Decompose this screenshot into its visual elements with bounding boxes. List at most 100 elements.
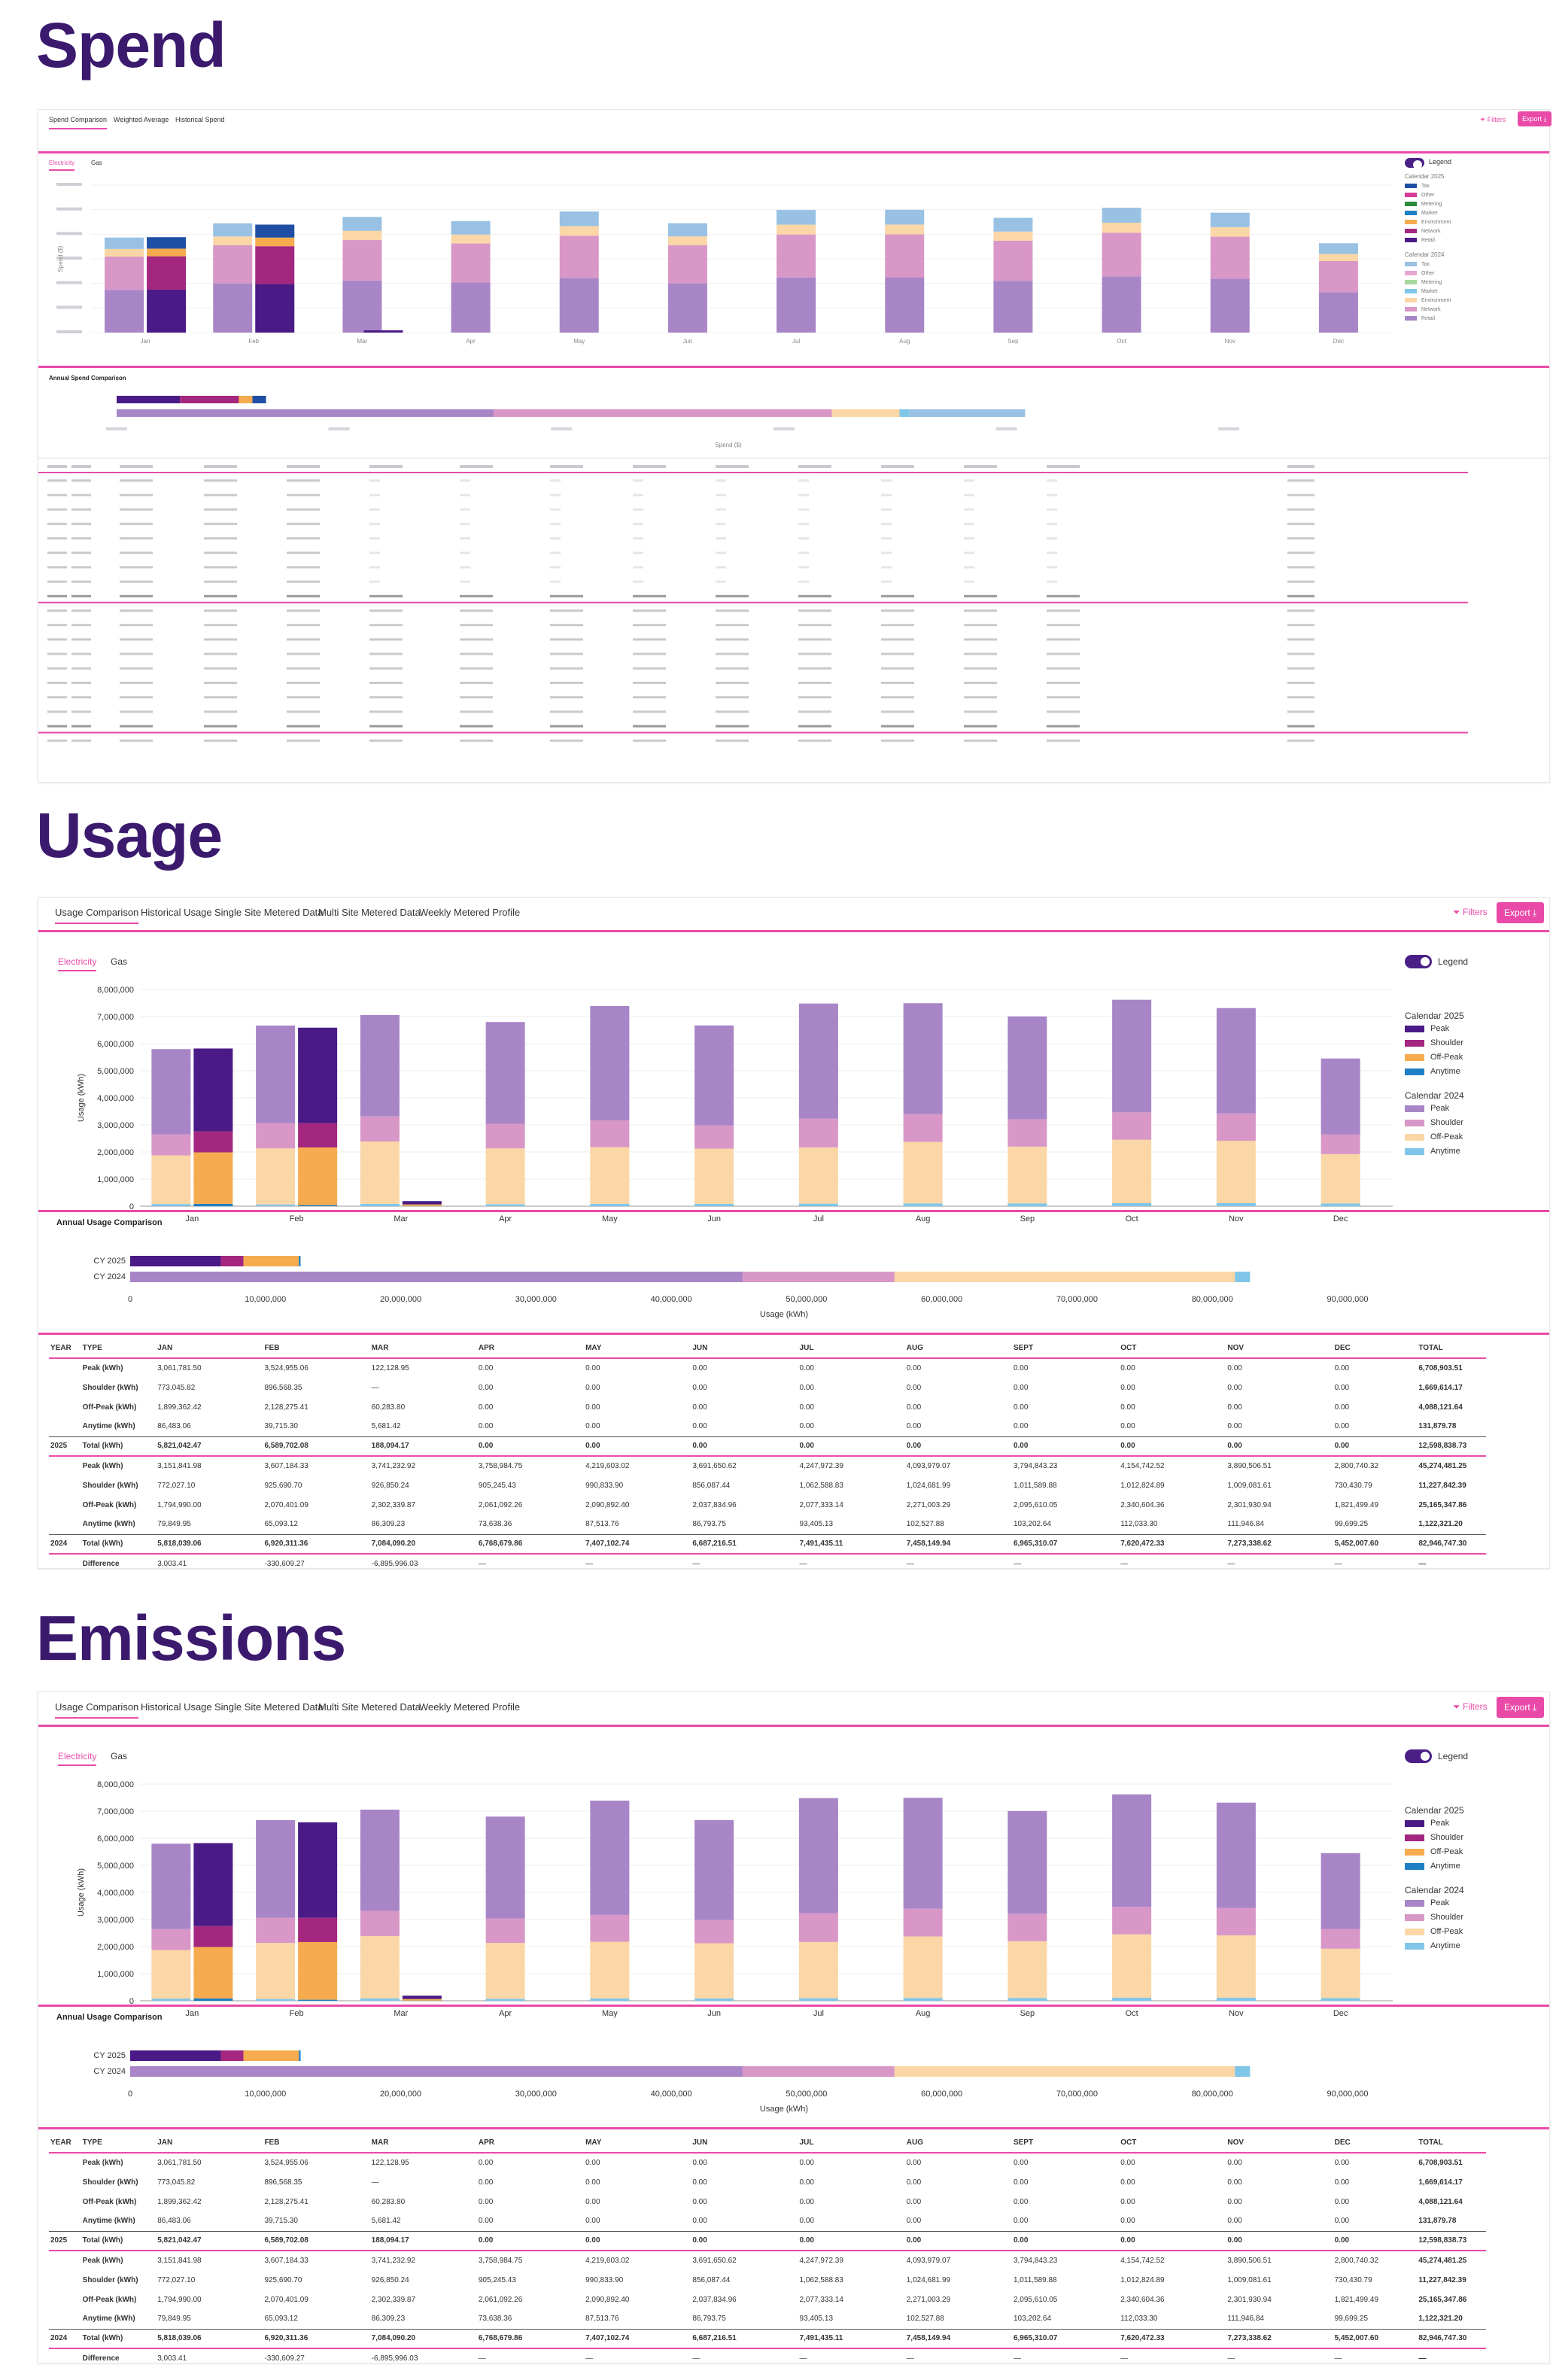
spend-legend-item[interactable]: Retail [1405,238,1435,243]
spend-legend-item[interactable]: Retail [1405,316,1435,321]
subtab-gas[interactable]: Gas [111,956,128,967]
usage-bar-2024-off-peak[interactable] [590,1147,630,1204]
usage-legend-item[interactable]: Anytime [1405,1067,1460,1076]
spend-bar-2024[interactable] [1102,276,1141,333]
table-header[interactable]: NOV [1226,2133,1333,2154]
emissions-legend-item[interactable]: Peak [1405,1898,1449,1907]
usage-bar-2025-anytime[interactable] [298,1205,338,1206]
spend-bar-2024[interactable] [993,217,1033,232]
spend-bar-2024[interactable] [213,283,253,333]
emissions-bar-2024-anytime[interactable] [1007,1998,1047,2001]
emissions-bar-2024-anytime[interactable] [903,1998,943,2001]
emissions-bar-2024-off-peak[interactable] [1321,1948,1360,1999]
spend-legend-item[interactable]: Other [1405,271,1435,276]
tab-spend-comparison[interactable]: Spend Comparison [49,116,108,129]
emissions-bar-2024-peak[interactable] [1216,1802,1256,1908]
spend-bar-2024[interactable] [885,234,925,278]
usage-bar-2024-off-peak[interactable] [1321,1154,1360,1204]
emissions-bar-2024-off-peak[interactable] [256,1943,296,1999]
spend-bar-2024[interactable] [451,282,491,333]
tab-historical-usage[interactable]: Historical Usage [141,907,212,918]
usage-bar-2024-peak[interactable] [1216,1008,1256,1114]
export-button[interactable]: Export ⤓ [1518,111,1551,126]
usage-bar-2025-anytime[interactable] [193,1203,233,1206]
spend-bar-2024[interactable] [559,278,599,333]
emissions-bar-2024-shoulder[interactable] [903,1908,943,1937]
table-header[interactable]: FEB [263,2133,370,2154]
spend-bar-2024[interactable] [1318,254,1358,262]
usage-annual-bar-peak[interactable] [130,1272,743,1282]
spend-bar-2025[interactable] [147,289,187,333]
usage-bar-2024-shoulder[interactable] [256,1123,296,1149]
usage-bar-2024-off-peak[interactable] [903,1141,943,1204]
table-header[interactable]: YEAR [49,1339,81,1359]
spend-bar-2024[interactable] [1210,226,1250,237]
usage-legend-item[interactable]: Peak [1405,1024,1449,1033]
usage-bar-2024-peak[interactable] [1321,1058,1360,1135]
emissions-bar-2025-off-peak[interactable] [298,1941,338,2000]
emissions-bar-2025-shoulder[interactable] [193,1926,233,1947]
usage-bar-2024-shoulder[interactable] [590,1120,630,1147]
emissions-bar-2024-anytime[interactable] [1112,1997,1152,2001]
usage-bar-2024-shoulder[interactable] [1112,1112,1152,1140]
emissions-bar-2024-anytime[interactable] [360,1998,400,2001]
spend-bar-2025[interactable] [147,248,187,257]
spend-bar-2025[interactable] [255,284,295,333]
table-header[interactable]: TYPE [81,1339,157,1359]
usage-bar-2024-off-peak[interactable] [694,1148,734,1204]
export-button[interactable]: Export ⤓ [1497,1697,1545,1718]
table-header[interactable]: JUN [691,1339,798,1359]
usage-bar-2024-off-peak[interactable] [1216,1141,1256,1203]
emissions-annual-bar-off-peak[interactable] [894,2066,1235,2077]
emissions-bar-2024-off-peak[interactable] [1216,1935,1256,1998]
usage-bar-2024-peak[interactable] [590,1006,630,1120]
spend-bar-2024[interactable] [667,236,707,245]
emissions-bar-2024-shoulder[interactable] [694,1920,734,1944]
emissions-bar-2025-off-peak[interactable] [402,1999,442,2001]
usage-bar-2024-anytime[interactable] [256,1204,296,1206]
usage-annual-bar-anytime[interactable] [1235,1272,1251,1282]
usage-bar-2024-off-peak[interactable] [256,1148,296,1205]
emissions-bar-2024-off-peak[interactable] [903,1936,943,1999]
spend-bar-2024[interactable] [451,243,491,283]
usage-bar-2025-off-peak[interactable] [402,1204,442,1206]
usage-bar-2024-anytime[interactable] [590,1203,630,1206]
emissions-bar-2024-shoulder[interactable] [485,1918,525,1944]
emissions-bar-2024-off-peak[interactable] [1112,1934,1152,1998]
legend-toggle[interactable] [1405,158,1424,169]
usage-annual-bar-anytime[interactable] [299,1256,301,1266]
spend-bar-2024[interactable] [342,230,382,241]
usage-bar-2025-peak[interactable] [402,1201,442,1205]
table-header[interactable]: AUG [904,2133,1012,2154]
spend-bar-2024[interactable] [885,277,925,333]
emissions-bar-2024-anytime[interactable] [798,1998,838,2001]
emissions-bar-2024-shoulder[interactable] [1216,1907,1256,1936]
emissions-annual-bar-peak[interactable] [130,2066,743,2077]
usage-bar-2024-peak[interactable] [1112,999,1152,1113]
emissions-bar-2024-shoulder[interactable] [1112,1907,1152,1935]
spend-legend-item[interactable]: Tax [1405,262,1430,267]
usage-annual-bar-shoulder[interactable] [742,1272,895,1282]
usage-bar-2024-peak[interactable] [360,1014,400,1117]
emissions-bar-2024-shoulder[interactable] [360,1910,400,1937]
usage-bar-2024-off-peak[interactable] [798,1147,838,1204]
table-header[interactable]: YEAR [49,2133,81,2154]
usage-bar-2024-shoulder[interactable] [1321,1134,1360,1154]
spend-bar-2024[interactable] [776,224,816,235]
spend-bar-2024[interactable] [993,281,1033,333]
emissions-bar-2024-shoulder[interactable] [151,1929,191,1950]
spend-bar-2024[interactable] [776,277,816,333]
usage-legend-item[interactable]: Anytime [1405,1147,1460,1156]
usage-bar-2024-anytime[interactable] [798,1203,838,1206]
usage-bar-2025-peak[interactable] [298,1027,338,1123]
spend-bar-2024[interactable] [993,231,1033,241]
usage-bar-2024-peak[interactable] [694,1025,734,1126]
subtab-electricity[interactable]: Electricity [58,956,97,971]
emissions-bar-2025-peak[interactable] [298,1822,338,1918]
usage-bar-2024-shoulder[interactable] [360,1116,400,1142]
spend-bar-2024[interactable] [1102,222,1141,233]
table-header[interactable]: APR [476,1339,585,1359]
usage-annual-bar-off-peak[interactable] [243,1256,299,1266]
table-header[interactable]: MAR [369,2133,477,2154]
table-header[interactable]: DEC [1333,2133,1418,2154]
